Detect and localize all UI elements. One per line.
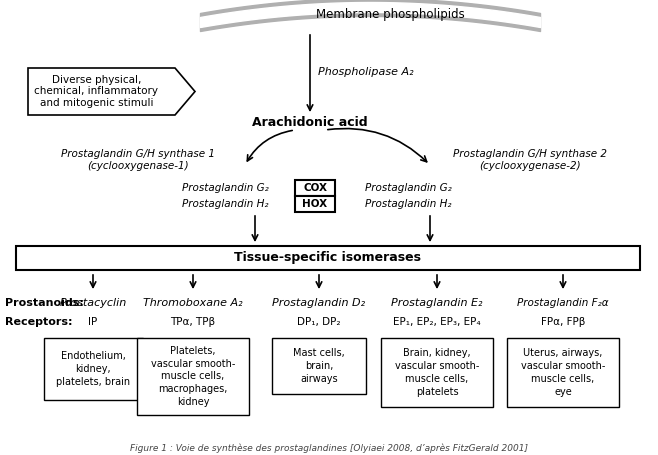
Text: TPα, TPβ: TPα, TPβ (170, 317, 216, 327)
FancyBboxPatch shape (381, 338, 493, 407)
Text: Diverse physical,
chemical, inflammatory
and mitogenic stimuli: Diverse physical, chemical, inflammatory… (34, 75, 159, 108)
Text: Phospholipase A₂: Phospholipase A₂ (318, 67, 414, 77)
FancyBboxPatch shape (137, 338, 249, 415)
FancyBboxPatch shape (295, 180, 335, 196)
FancyBboxPatch shape (507, 338, 619, 407)
Text: Prostaglandin H₂: Prostaglandin H₂ (365, 199, 451, 209)
Text: Prostacyclin: Prostacyclin (59, 298, 126, 308)
Text: Prostaglandin E₂: Prostaglandin E₂ (392, 298, 483, 308)
Text: Brain, kidney,
vascular smooth-
muscle cells,
platelets: Brain, kidney, vascular smooth- muscle c… (395, 348, 479, 397)
Text: IP: IP (88, 317, 97, 327)
Text: Arachidonic acid: Arachidonic acid (252, 116, 368, 128)
Text: Prostanoids:: Prostanoids: (5, 298, 84, 308)
Text: Prostaglandin G/H synthase 1
(cyclooxygenase-1): Prostaglandin G/H synthase 1 (cyclooxyge… (61, 149, 215, 171)
Text: Platelets,
vascular smooth-
muscle cells,
macrophages,
kidney: Platelets, vascular smooth- muscle cells… (151, 346, 235, 407)
Text: Tissue-specific isomerases: Tissue-specific isomerases (234, 252, 422, 264)
Text: Figure 1 : Voie de synthèse des prostaglandines [Olyiaei 2008, d’après FitzGeral: Figure 1 : Voie de synthèse des prostagl… (130, 443, 528, 453)
FancyBboxPatch shape (43, 338, 143, 400)
Text: EP₁, EP₂, EP₃, EP₄: EP₁, EP₂, EP₃, EP₄ (393, 317, 481, 327)
Text: Prostaglandin G/H synthase 2
(cyclooxygenase-2): Prostaglandin G/H synthase 2 (cyclooxyge… (453, 149, 607, 171)
Text: Membrane phospholipids: Membrane phospholipids (316, 8, 465, 21)
Text: Receptors:: Receptors: (5, 317, 72, 327)
Text: Prostaglandin G₂: Prostaglandin G₂ (182, 183, 268, 193)
Text: Uterus, airways,
vascular smooth-
muscle cells,
eye: Uterus, airways, vascular smooth- muscle… (521, 348, 605, 397)
Text: Thromoboxane A₂: Thromoboxane A₂ (143, 298, 243, 308)
Text: Prostaglandin F₂α: Prostaglandin F₂α (517, 298, 609, 308)
FancyBboxPatch shape (295, 196, 335, 212)
Text: Mast cells,
brain,
airways: Mast cells, brain, airways (293, 348, 345, 384)
Polygon shape (28, 68, 195, 115)
Text: Prostaglandin D₂: Prostaglandin D₂ (272, 298, 366, 308)
FancyBboxPatch shape (16, 246, 640, 270)
Text: FPα, FPβ: FPα, FPβ (541, 317, 585, 327)
Text: HOX: HOX (303, 199, 328, 209)
FancyBboxPatch shape (272, 338, 366, 394)
Text: DP₁, DP₂: DP₁, DP₂ (297, 317, 341, 327)
Text: COX: COX (303, 183, 327, 193)
Text: Prostaglandin H₂: Prostaglandin H₂ (182, 199, 268, 209)
Text: Prostaglandin G₂: Prostaglandin G₂ (365, 183, 451, 193)
Text: Endothelium,
kidney,
platelets, brain: Endothelium, kidney, platelets, brain (56, 351, 130, 387)
